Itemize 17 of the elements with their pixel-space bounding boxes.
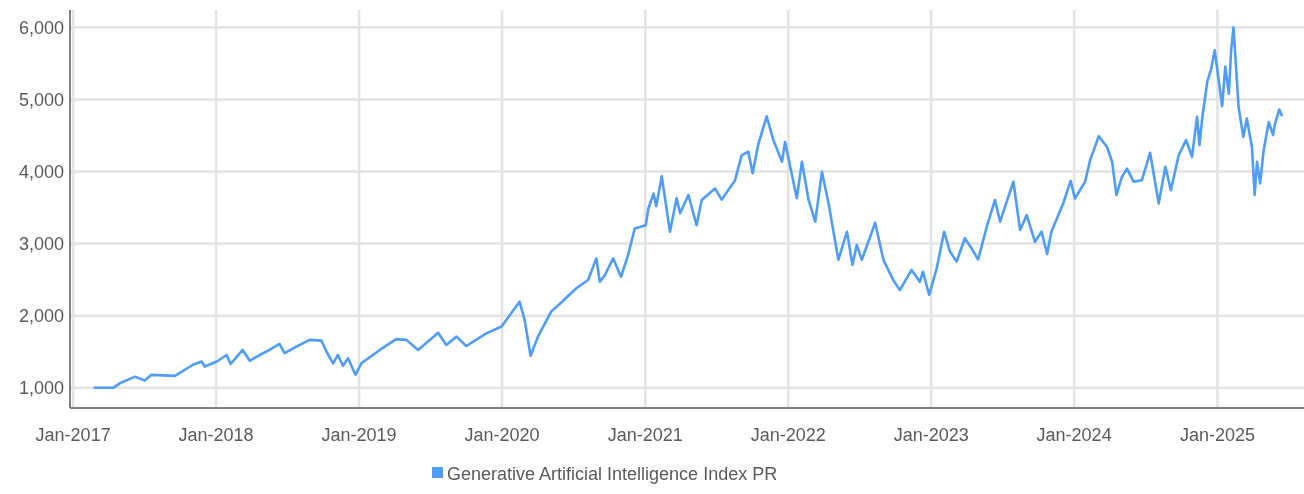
y-tick-label: 6,000 [18, 17, 64, 38]
legend-label: Generative Artificial Intelligence Index PR [447, 464, 778, 484]
x-tick-label: Jan-2018 [178, 425, 254, 445]
x-tick-label: Jan-2024 [1036, 425, 1112, 445]
y-tick-label: 2,000 [18, 306, 64, 327]
y-tick-label: 5,000 [18, 89, 64, 110]
x-tick-label: Jan-2023 [893, 425, 969, 445]
x-tick-label: Jan-2019 [321, 425, 397, 445]
x-tick-label: Jan-2020 [464, 425, 540, 445]
x-tick-label: Jan-2022 [750, 425, 826, 445]
x-tick-label: Jan-2017 [35, 425, 111, 445]
y-tick-label: 3,000 [18, 233, 64, 254]
y-tick-label: 1,000 [18, 378, 64, 399]
line-series [93, 26, 1283, 390]
x-tick-label: Jan-2021 [607, 425, 683, 445]
x-tick-label: Jan-2025 [1179, 425, 1255, 445]
y-tick-label: 4,000 [18, 161, 64, 182]
